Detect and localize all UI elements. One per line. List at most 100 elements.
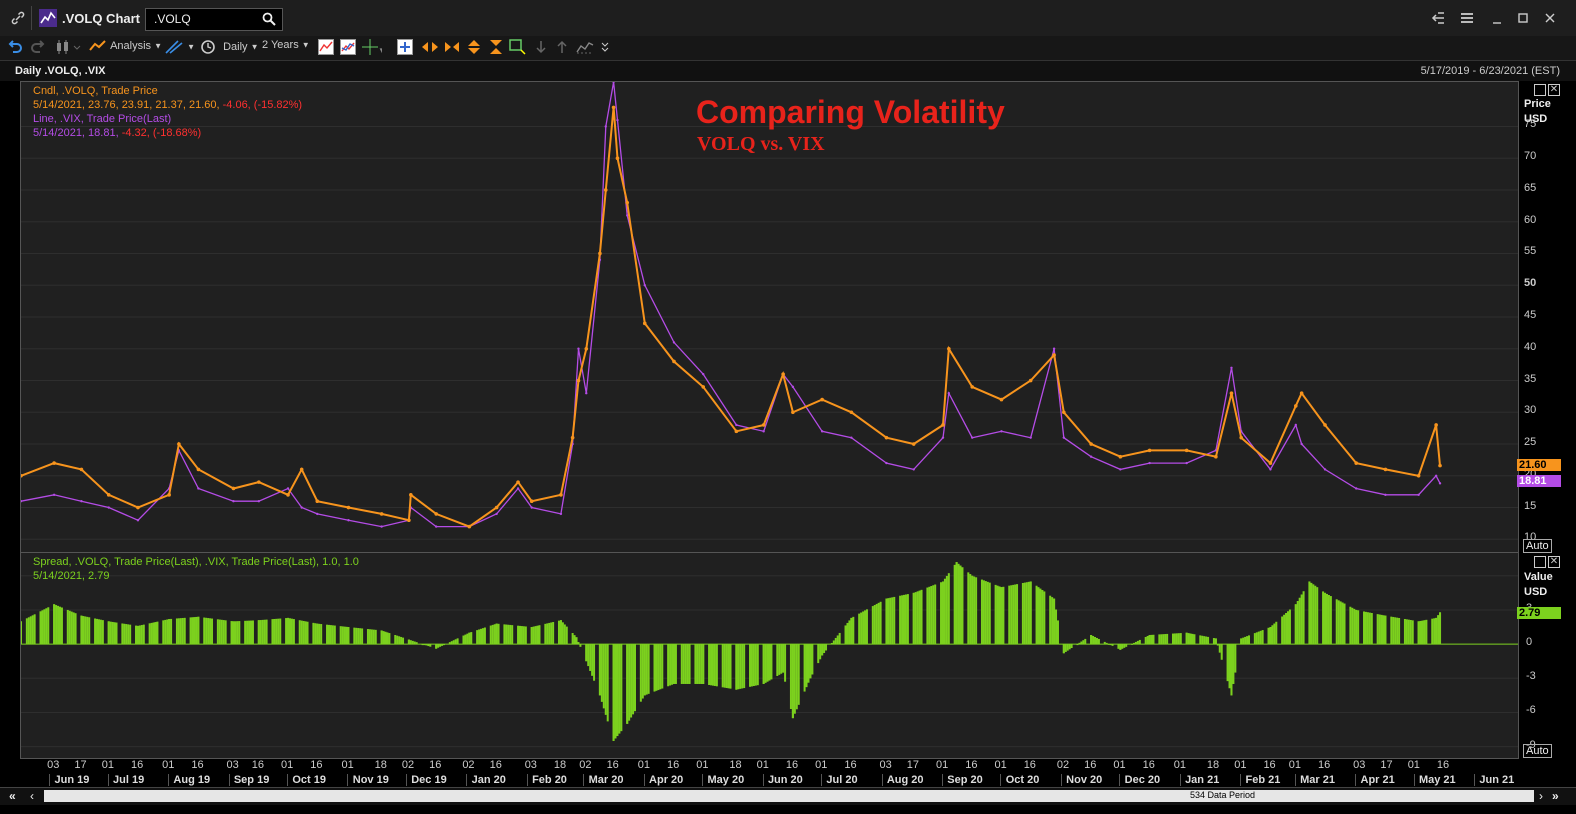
spread-pane-close-icon[interactable]: ✕ bbox=[1548, 556, 1560, 568]
horizontal-scrollbar[interactable]: « ‹ 534 Data Period › » bbox=[0, 787, 1576, 805]
minimize-icon[interactable] bbox=[1490, 10, 1504, 31]
spread-pane[interactable]: Spread, .VOLQ, Trade Price(Last), .VIX, … bbox=[20, 552, 1519, 759]
volq-point bbox=[642, 321, 647, 326]
spread-bar bbox=[1273, 623, 1276, 645]
volq-point bbox=[79, 467, 84, 472]
scroll-left-right-icon[interactable] bbox=[421, 39, 439, 58]
spread-bar bbox=[926, 587, 929, 645]
compare-chart-icon[interactable] bbox=[340, 39, 356, 58]
spread-bar bbox=[402, 637, 405, 645]
price-pane-restore-icon[interactable] bbox=[1534, 84, 1546, 96]
close-icon[interactable] bbox=[1543, 10, 1557, 31]
value-auto-button[interactable]: Auto bbox=[1523, 744, 1552, 758]
scroll-end-icon[interactable]: » bbox=[1552, 789, 1559, 803]
spread-bar bbox=[288, 618, 291, 645]
crosshair-icon[interactable]: ▼ bbox=[362, 39, 386, 58]
day-tick-label: 16 bbox=[191, 759, 204, 771]
spread-bar bbox=[1382, 615, 1385, 645]
month-label: May 20 bbox=[707, 774, 745, 786]
vix-point bbox=[1269, 468, 1272, 471]
period-button[interactable]: 2 Years ▼ bbox=[262, 39, 310, 51]
volq-price-tag: 21.60 bbox=[1517, 459, 1561, 471]
scroll-right-icon[interactable]: › bbox=[1539, 789, 1543, 803]
vix-point bbox=[1417, 493, 1420, 497]
spread-bar bbox=[1162, 634, 1165, 645]
spread-bar bbox=[370, 629, 373, 645]
price-auto-button[interactable]: Auto bbox=[1523, 539, 1552, 553]
volq-point bbox=[1229, 391, 1234, 396]
spread-bar bbox=[1012, 584, 1015, 645]
month-separator bbox=[583, 774, 585, 786]
price-pane-close-icon[interactable]: ✕ bbox=[1548, 84, 1560, 96]
redo-icon[interactable] bbox=[29, 39, 47, 58]
spread-bar bbox=[1144, 636, 1147, 645]
day-tick-label: 02 bbox=[462, 759, 475, 771]
month-separator bbox=[347, 774, 349, 786]
link-icon[interactable] bbox=[10, 10, 26, 29]
chart-style-icon[interactable] bbox=[576, 39, 594, 58]
scroll-thumb[interactable]: 534 Data Period bbox=[44, 790, 1534, 802]
spread-anchor-bar bbox=[598, 644, 601, 696]
scroll-down-icon[interactable] bbox=[535, 39, 547, 58]
interval-label: Daily bbox=[223, 41, 248, 53]
spread-bar bbox=[94, 618, 97, 645]
spread-bar bbox=[1228, 644, 1231, 689]
spread-bar bbox=[222, 620, 225, 645]
volq-point bbox=[672, 359, 676, 364]
spread-bar bbox=[823, 644, 826, 653]
search-icon[interactable] bbox=[262, 12, 276, 26]
interval-button[interactable]: Daily ▼ bbox=[200, 39, 259, 55]
spread-bar bbox=[1275, 621, 1278, 645]
price-tick-label: 10 bbox=[1524, 531, 1537, 544]
undo-icon[interactable] bbox=[6, 39, 24, 58]
spread-bar bbox=[1302, 591, 1305, 645]
value-tick-label: 0 bbox=[1526, 636, 1533, 649]
volq-point bbox=[761, 423, 766, 427]
volq-point bbox=[1052, 353, 1056, 357]
add-indicator-icon[interactable] bbox=[397, 39, 413, 58]
spread-bar bbox=[60, 607, 63, 645]
day-tick-label: 16 bbox=[606, 759, 619, 771]
scroll-up-icon[interactable] bbox=[556, 39, 568, 58]
month-separator bbox=[287, 774, 289, 786]
collapse-panel-icon[interactable] bbox=[1430, 10, 1446, 31]
spread-bar bbox=[439, 644, 442, 647]
spread-bar bbox=[994, 584, 997, 645]
spread-bar bbox=[1207, 636, 1210, 645]
analysis-button[interactable]: Analysis ▼ bbox=[89, 39, 162, 53]
maximize-icon[interactable] bbox=[1516, 10, 1530, 31]
zoom-x-icon[interactable] bbox=[443, 39, 461, 58]
vix-point bbox=[347, 519, 350, 522]
month-separator bbox=[821, 774, 823, 786]
line-chart-icon[interactable] bbox=[318, 39, 334, 58]
scroll-left-icon[interactable]: ‹ bbox=[30, 789, 34, 803]
spread-bar bbox=[713, 644, 716, 686]
spread-anchor-bar bbox=[612, 644, 615, 741]
price-pane[interactable]: Cndl, .VOLQ, Trade Price 5/14/2021, 23.7… bbox=[20, 81, 1519, 553]
day-tick-label: 18 bbox=[1206, 759, 1220, 771]
spread-bar bbox=[1261, 630, 1264, 645]
candle-type-icon[interactable] bbox=[54, 39, 82, 58]
volq-point bbox=[1354, 461, 1359, 465]
vix-point bbox=[1384, 493, 1387, 497]
spread-anchor-bar bbox=[1269, 627, 1272, 645]
search-input[interactable]: .VOLQ bbox=[145, 8, 283, 31]
more-tools-icon[interactable] bbox=[600, 39, 610, 58]
month-label: Mar 21 bbox=[1300, 774, 1335, 786]
spread-bar bbox=[934, 584, 937, 645]
spread-bar bbox=[511, 625, 514, 645]
spread-bar bbox=[99, 619, 102, 645]
spread-bar bbox=[189, 617, 192, 645]
spread-anchor-bar bbox=[168, 619, 171, 645]
spread-bar bbox=[653, 644, 656, 692]
spread-bar bbox=[532, 626, 535, 645]
menu-icon[interactable] bbox=[1459, 10, 1475, 31]
spread-bar bbox=[306, 621, 309, 645]
spread-pane-restore-icon[interactable] bbox=[1534, 556, 1546, 568]
drawing-tools-button[interactable]: ▼ bbox=[164, 39, 195, 55]
zoom-y-icon[interactable] bbox=[466, 39, 482, 58]
spread-bar bbox=[561, 622, 564, 645]
zoom-box-icon[interactable] bbox=[509, 39, 527, 58]
fit-y-icon[interactable] bbox=[488, 39, 504, 58]
scroll-start-icon[interactable]: « bbox=[9, 789, 16, 803]
